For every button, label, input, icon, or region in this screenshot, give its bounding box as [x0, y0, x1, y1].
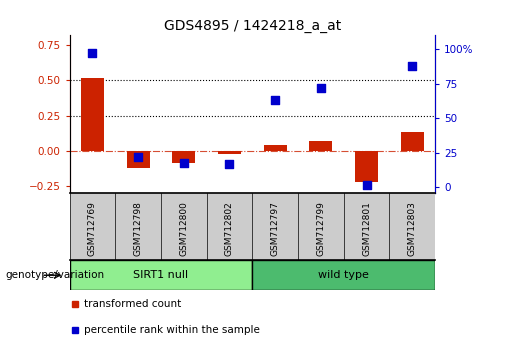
Bar	[218, 151, 241, 154]
Text: percentile rank within the sample: percentile rank within the sample	[84, 325, 260, 335]
Bar	[127, 151, 149, 167]
Point	[134, 154, 142, 160]
Point	[408, 63, 417, 69]
Bar	[264, 145, 287, 151]
Bar	[70, 260, 252, 290]
Text: GSM712803: GSM712803	[408, 201, 417, 256]
Point	[363, 182, 371, 188]
Bar	[310, 141, 332, 151]
Text: transformed count: transformed count	[84, 299, 181, 309]
Bar	[81, 78, 104, 151]
Text: GSM712799: GSM712799	[316, 201, 325, 256]
Text: GSM712801: GSM712801	[362, 201, 371, 256]
Bar	[252, 260, 435, 290]
Point	[317, 85, 325, 91]
Point	[180, 160, 188, 165]
Bar	[401, 132, 424, 151]
Text: GSM712769: GSM712769	[88, 201, 97, 256]
Title: GDS4895 / 1424218_a_at: GDS4895 / 1424218_a_at	[164, 19, 341, 33]
Text: wild type: wild type	[318, 270, 369, 280]
Text: GSM712797: GSM712797	[271, 201, 280, 256]
Text: GSM712798: GSM712798	[133, 201, 143, 256]
Text: SIRT1 null: SIRT1 null	[133, 270, 188, 280]
Text: GSM712802: GSM712802	[225, 201, 234, 256]
Bar	[173, 151, 195, 163]
Point	[88, 51, 96, 56]
Point	[226, 161, 234, 167]
Bar	[355, 151, 378, 182]
Point	[271, 97, 279, 103]
Text: GSM712800: GSM712800	[179, 201, 188, 256]
Text: genotype/variation: genotype/variation	[5, 270, 104, 280]
